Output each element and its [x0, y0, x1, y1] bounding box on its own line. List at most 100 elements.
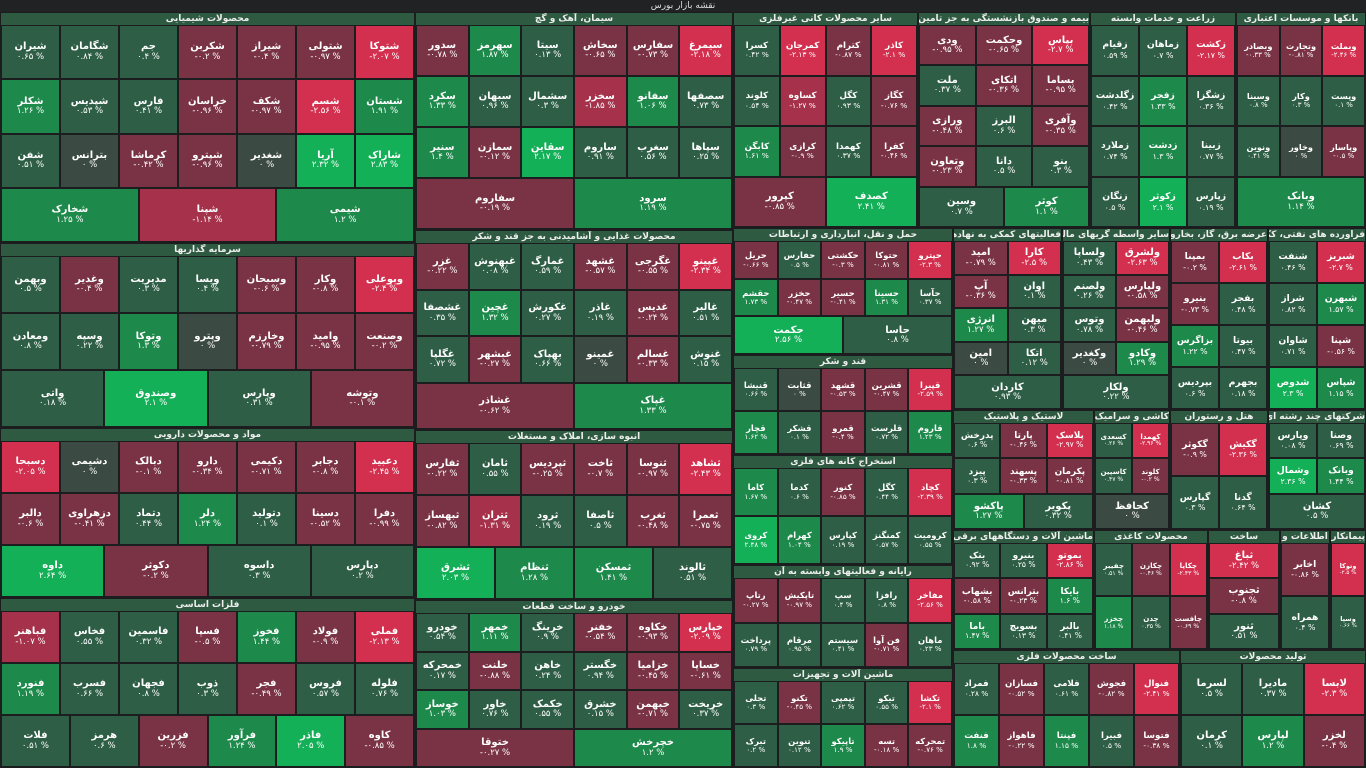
stock-change: ۲.۱ %	[1152, 202, 1174, 212]
stock-tile: فنورد ۱.۱۹ %	[1, 663, 60, 715]
stock-tile: فسرب ۰.۶۶ %	[60, 663, 119, 715]
stock-change: ۰.۲۵ %	[1011, 560, 1036, 570]
stock-name: تپمپی	[830, 692, 856, 703]
stock-change: -۰.۴ %	[253, 51, 280, 62]
stock-tile: سپ ۰.۴ %	[821, 578, 865, 623]
stock-tile: ثاصفا ۰.۵ %	[574, 495, 627, 547]
stock-name: کشان	[1302, 500, 1332, 512]
stock-name: دانا	[995, 155, 1013, 167]
stock-tile: غپاک ۱.۳۳ %	[574, 382, 732, 429]
stock-tile: شبریز -۲.۷ %	[1317, 241, 1365, 283]
stock-name: ولصنم	[1073, 280, 1106, 292]
stock-tile: حآسا ۰.۳۷ %	[908, 278, 952, 317]
sector-title: خودرو و ساخت قطعات	[416, 601, 732, 613]
stock-name: وپترو	[194, 330, 221, 342]
stock-name: زکشت	[1196, 39, 1226, 51]
stock-name: کگل	[839, 91, 858, 102]
stock-change: -۰.۳۳ %	[1010, 475, 1037, 485]
stock-tile: دزهراوی -۰.۴۱ %	[60, 493, 119, 545]
stock-name: شپنا	[1330, 335, 1352, 347]
sector-title: حمل و نقل، انبارداری و ارتباطات	[734, 229, 952, 241]
stock-change: ۱.۴ %	[431, 152, 454, 163]
stock-change: -۲.۱۷ %	[1197, 51, 1225, 61]
stock-change: ۰.۵۹ %	[1102, 51, 1128, 61]
stock-tile: فپنتا ۱.۱۵ %	[1044, 715, 1089, 767]
stock-tile: چفیبر ۰.۵۱ %	[1095, 543, 1133, 596]
stock-name: تنوین	[788, 735, 811, 746]
stock-name: شاراک	[367, 149, 401, 161]
stock-change: ۰.۱ %	[255, 518, 278, 529]
stock-tile: زقیام ۰.۵۹ %	[1091, 25, 1139, 76]
stock-name: سنیر	[430, 141, 455, 153]
stock-change: ۰.۴۳ %	[1075, 257, 1104, 268]
stock-change: -۰.۲ %	[1141, 475, 1160, 483]
stock-change: ۰.۴۲ %	[1102, 101, 1128, 111]
stock-change: -۰.۵ %	[194, 636, 221, 647]
stock-change: -۰.۳۴ %	[192, 466, 223, 477]
stock-change: -۰.۸ %	[312, 466, 339, 477]
stock-tile: بیوتا ۰.۴۷ %	[1219, 325, 1267, 367]
sector: ماشین آلات و تجهیزات تکشا -۲.۱ % تیکو ۰.۵۵ %…	[733, 668, 953, 768]
stock-tile: پسهند -۰.۳۳ %	[1000, 458, 1047, 494]
stock-name: ثغرب	[640, 510, 666, 522]
stock-tile: بایکا ۱.۶ %	[1046, 578, 1093, 614]
stock-name: شراز	[1281, 293, 1305, 305]
stock-tile: کروی ۲.۴۸ %	[734, 516, 778, 564]
stock-tile: زکشت -۲.۱۷ %	[1187, 25, 1235, 76]
stock-tile: فتوسا -۰.۳۸ %	[1134, 715, 1179, 767]
stock-tile: خوساز ۱.۰۳ %	[416, 690, 469, 729]
stock-change: ۰.۳ %	[746, 702, 766, 712]
stock-tile: وکادو ۱.۲۹ %	[1116, 341, 1169, 376]
stock-name: کاردان	[991, 381, 1024, 393]
stock-change: ۰.۴ %	[137, 51, 160, 62]
stock-change: ۲.۸۳ %	[370, 160, 399, 171]
stock-tile: لسرما ۰.۵ %	[1181, 663, 1243, 715]
sector-title: فلزات اساسی	[1, 599, 414, 611]
stock-name: سپاها	[691, 141, 720, 153]
stock-name: حسینا	[874, 287, 899, 298]
stock-change: ۱.۱۵ %	[1054, 740, 1079, 750]
stock-tile: سهرمز ۱.۸۷ %	[468, 25, 522, 76]
stock-tile: تکنو -۰.۴۵ %	[777, 681, 822, 724]
stock-tile: کگل ۰.۴۴ %	[864, 468, 909, 516]
stock-name: وسین	[946, 196, 977, 208]
stock-change: -۰.۱ %	[349, 398, 376, 409]
stock-change: -۰.۳۳ %	[637, 359, 669, 370]
stock-change: ۰.۸ %	[19, 341, 42, 352]
stock-tile: کمنگنز ۰.۵۷ %	[864, 516, 909, 564]
stock-change: -۱.۳۱ %	[479, 520, 511, 531]
stock-tile: دعبید -۲.۴۵ %	[355, 441, 414, 493]
sector: رایانه و فعالیتهای وابسته به آن مفاخر -۲.۵…	[733, 565, 953, 668]
stock-tile: سفارس -۰.۷۳ %	[626, 25, 680, 76]
stock-name: تاپیکو	[831, 735, 855, 746]
stock-tile: وپارس ۰.۰۸ %	[1269, 423, 1317, 459]
stock-change: ۰.۷۱ %	[1280, 346, 1306, 356]
stock-change: ۱.۱۵ %	[1328, 388, 1354, 398]
sector: عرضه برق، گاز، بخاروآب گرمبکاب-۲.۶۱ %بمپ…	[1170, 228, 1268, 410]
stock-name: شتوکا	[369, 41, 400, 53]
stock-tile: شاراک ۲.۸۳ %	[355, 133, 414, 188]
stock-change: -۰.۲ %	[194, 51, 221, 62]
stock-tile: گدنا ۰.۶۴ %	[1219, 476, 1267, 529]
sector: محصولات کاغذی چکاپا -۲.۴۳ % چکارن -۰.۴۶ % چفی…	[1094, 530, 1208, 650]
stock-tile: ثنور ۰.۵۱ %	[1209, 613, 1279, 649]
stock-tile: کاوه -۰.۸۵ %	[345, 715, 414, 767]
stock-name: غگرجی	[634, 255, 672, 267]
stock-change: ۰.۱۲ %	[1020, 358, 1048, 369]
stock-name: فملی	[370, 626, 399, 638]
stock-change: -۰.۴ %	[76, 284, 103, 295]
stock-name: دتولید	[252, 508, 281, 520]
stock-change: ۱.۲۸ %	[520, 572, 549, 583]
stock-tile: وکغدیر ۰ %	[1063, 341, 1116, 376]
stock-name: خاور	[483, 698, 507, 710]
stock-tile: سنیر ۱.۴ %	[416, 127, 469, 178]
stock-tile: کهمدا ۰.۳۷ %	[825, 126, 872, 177]
stock-name: فجوش	[1096, 678, 1127, 689]
stock-name: دبالک	[135, 456, 162, 468]
stock-tile: وپست ۰.۱ %	[1322, 75, 1365, 126]
stock-name: کهمدا	[1140, 432, 1161, 442]
stock-change: ۰.۱۹ %	[831, 539, 855, 549]
stock-tile: ساروم ۰.۹۱ %	[574, 127, 627, 178]
stock-tile: کپرور -۰.۸۵ %	[734, 176, 826, 227]
stock-tile: دشیمی ۰ %	[60, 441, 119, 493]
